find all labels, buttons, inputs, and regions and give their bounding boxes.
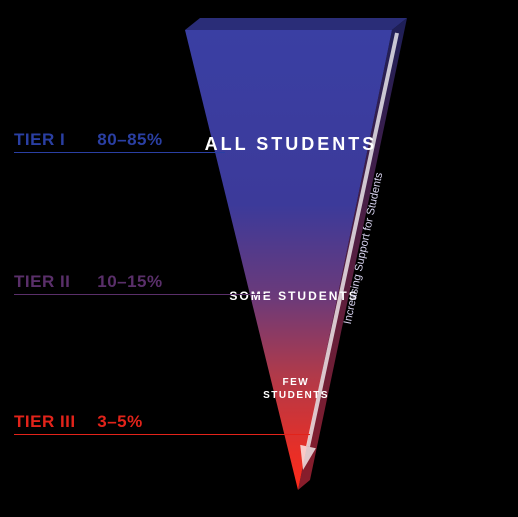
tier-1-name: TIER I [14, 130, 78, 150]
tier-3-label: TIER III 3–5% [14, 412, 224, 432]
pyramid-svg: ALL STUDENTSSOME STUDENTSFEWSTUDENTS Inc… [0, 0, 518, 517]
svg-text:ALL STUDENTS: ALL STUDENTS [205, 134, 378, 154]
tier-1-underline [14, 152, 225, 153]
tier-1-label: TIER I 80–85% [14, 130, 224, 150]
tier-3-pct: 3–5% [97, 412, 142, 432]
tier-3-underline [14, 434, 310, 435]
tier-3-name: TIER III [14, 412, 78, 432]
diagram-stage: ALL STUDENTSSOME STUDENTSFEWSTUDENTS Inc… [0, 0, 518, 517]
tier-2-pct: 10–15% [97, 272, 162, 292]
tier-2-label: TIER II 10–15% [14, 272, 224, 292]
pyramid-top-face [185, 18, 407, 30]
svg-text:STUDENTS: STUDENTS [263, 390, 329, 401]
tier-2-name: TIER II [14, 272, 78, 292]
svg-text:SOME STUDENTS: SOME STUDENTS [229, 289, 358, 303]
svg-text:FEW: FEW [282, 377, 309, 388]
tier-2-underline [14, 294, 267, 295]
tier-1-pct: 80–85% [97, 130, 162, 150]
